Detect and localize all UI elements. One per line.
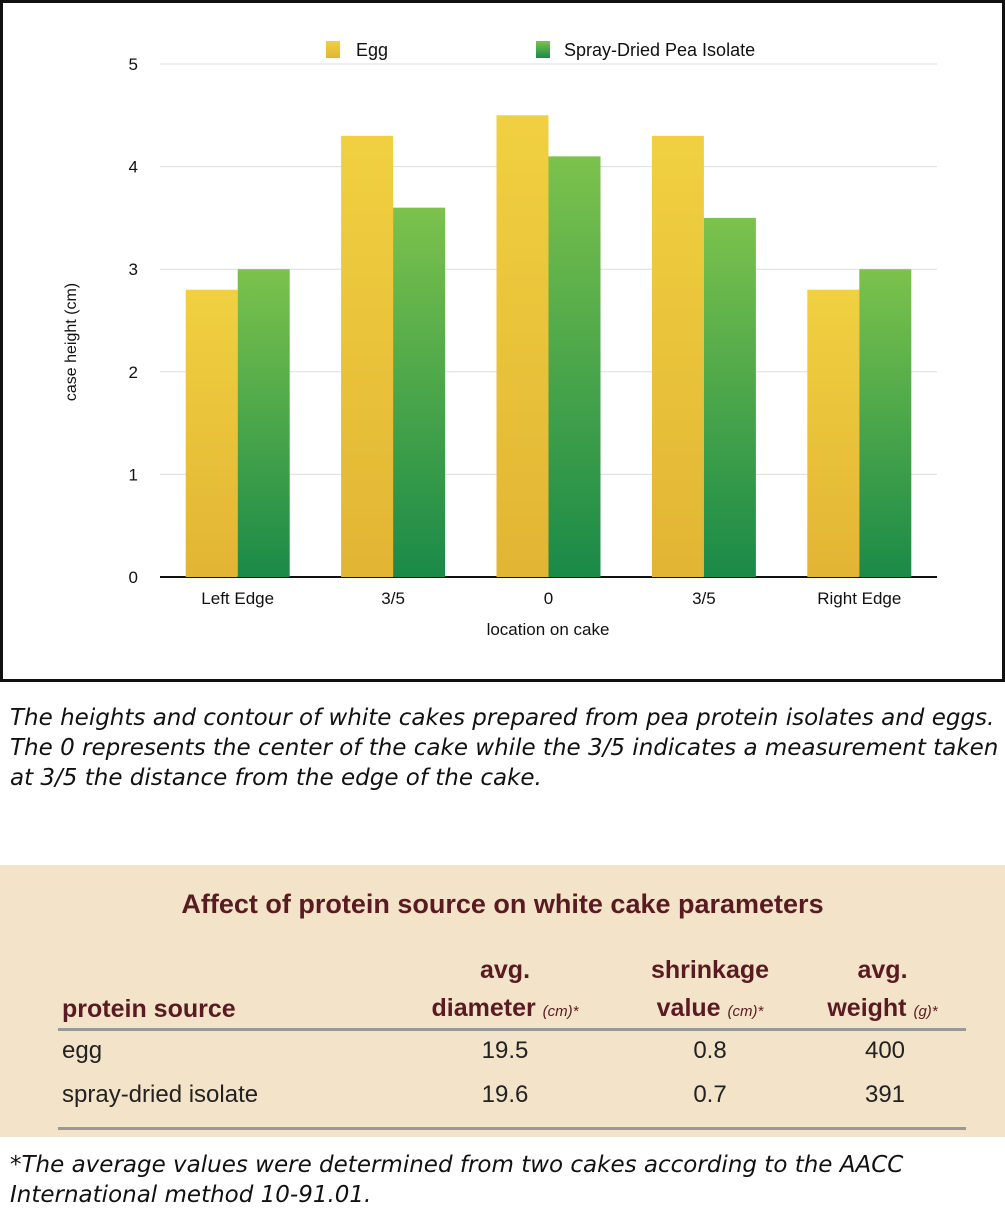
header-rule — [58, 1028, 966, 1031]
header-diameter: avg. diameter (cm)* — [400, 951, 610, 1031]
bar-pea — [548, 156, 601, 577]
x-tick-label: 0 — [544, 589, 553, 608]
y-tick-label: 1 — [129, 465, 138, 484]
table-cell: egg — [62, 1037, 103, 1064]
header-protein-source: protein source — [62, 990, 236, 1028]
bar-pea — [393, 207, 446, 577]
header-line1: avg. — [479, 956, 531, 984]
table-cell: 0.7 — [693, 1081, 727, 1108]
x-axis-label: location on cake — [487, 620, 610, 639]
table-cell: 400 — [864, 1037, 906, 1064]
bottom-rule — [58, 1127, 966, 1130]
table-title: Affect of protein source on white cake p… — [181, 889, 824, 919]
parameters-table: Affect of protein source on white cake p… — [0, 865, 1005, 1137]
x-tick-label: Left Edge — [201, 589, 274, 608]
table-cell: 19.5 — [481, 1037, 529, 1064]
legend-swatch-egg — [326, 41, 340, 58]
bar-egg — [185, 289, 238, 577]
header-shrinkage: shrinkage value (cm)* — [625, 951, 795, 1031]
header-line2: weight — [827, 994, 907, 1022]
y-tick-label: 0 — [129, 568, 138, 587]
header-line1: shrinkage — [650, 956, 770, 984]
x-tick-label: 3/5 — [692, 589, 716, 608]
x-tick-label: 3/5 — [381, 589, 405, 608]
x-tick-label: Right Edge — [817, 589, 901, 608]
bar-egg — [341, 135, 394, 577]
bar-egg — [651, 135, 704, 577]
header-unit: (cm)* — [542, 1003, 579, 1020]
legend-swatch-pea — [536, 41, 550, 58]
y-tick-label: 5 — [129, 55, 138, 74]
bar-pea — [237, 269, 290, 577]
header-line2: diameter — [431, 994, 536, 1022]
footnote: *The average values were determined from… — [10, 1152, 904, 1208]
header-unit: (cm)* — [727, 1003, 764, 1020]
table-cell: 0.8 — [693, 1037, 727, 1064]
legend-label-egg: Egg — [356, 40, 388, 60]
table-cell: 391 — [864, 1081, 906, 1108]
bar-egg — [807, 289, 860, 577]
legend-label-pea: Spray-Dried Pea Isolate — [564, 40, 755, 60]
bar-pea — [703, 217, 756, 577]
header-text: protein source — [62, 995, 236, 1023]
y-tick-label: 4 — [129, 158, 138, 177]
bar-pea — [859, 269, 912, 577]
header-weight: avg. weight (g)* — [800, 951, 965, 1031]
chart-frame — [0, 0, 1005, 682]
header-unit: (g)* — [913, 1003, 938, 1020]
bar-egg — [496, 115, 549, 578]
y-axis-label: case height (cm) — [63, 283, 80, 401]
header-line1: avg. — [857, 956, 908, 984]
y-tick-label: 2 — [129, 363, 138, 382]
table-cell: spray-dried isolate — [62, 1081, 259, 1108]
y-tick-label: 3 — [129, 260, 138, 279]
figure-caption: The heights and contour of white cakes p… — [10, 705, 999, 791]
table-cell: 19.6 — [481, 1081, 529, 1108]
header-line2: value — [656, 994, 721, 1022]
bar-chart: 0 1 2 3 4 5 Left Edge 3/5 0 3/5 Right Edge case he… — [63, 40, 937, 639]
